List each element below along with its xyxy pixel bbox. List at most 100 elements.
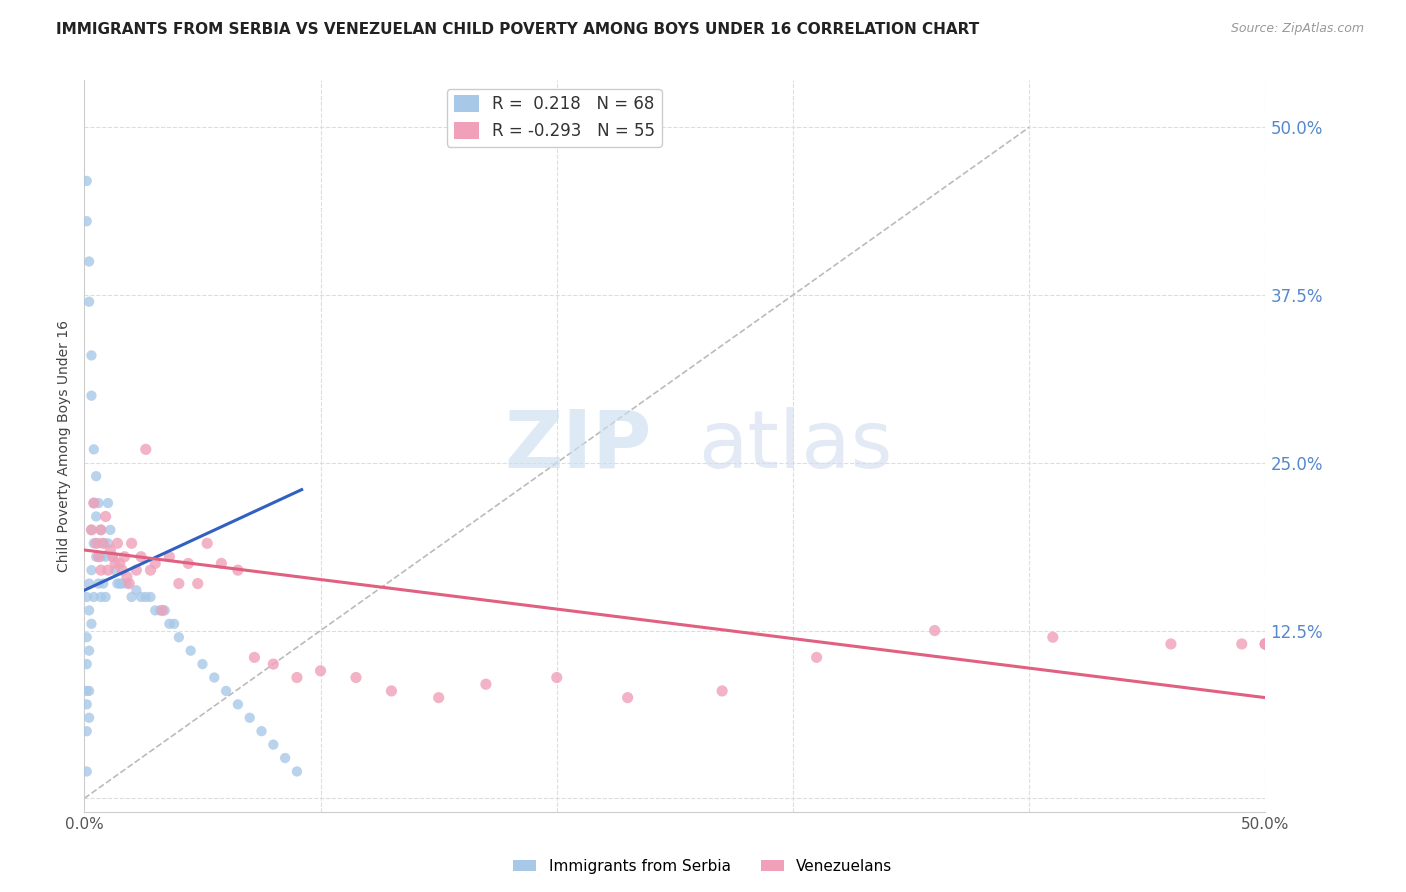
- Point: [274, 751, 297, 765]
- Point: [83, 590, 105, 604]
- Point: [187, 576, 209, 591]
- Point: [111, 563, 134, 577]
- Point: [1254, 637, 1277, 651]
- Point: [107, 576, 129, 591]
- Point: [1160, 637, 1182, 651]
- Point: [157, 549, 180, 564]
- Point: [215, 684, 238, 698]
- Point: [87, 536, 110, 550]
- Point: [80, 523, 103, 537]
- Point: [91, 536, 114, 550]
- Point: [167, 576, 190, 591]
- Point: [239, 711, 262, 725]
- Point: [90, 523, 112, 537]
- Point: [380, 684, 402, 698]
- Point: [1254, 637, 1277, 651]
- Point: [84, 469, 107, 483]
- Point: [104, 557, 127, 571]
- Point: [243, 650, 266, 665]
- Legend: Immigrants from Serbia, Venezuelans: Immigrants from Serbia, Venezuelans: [508, 853, 898, 880]
- Point: [115, 570, 138, 584]
- Point: [1042, 630, 1064, 644]
- Point: [77, 684, 100, 698]
- Point: [711, 684, 734, 698]
- Point: [76, 630, 98, 644]
- Point: [84, 536, 107, 550]
- Point: [149, 603, 172, 617]
- Point: [104, 563, 127, 577]
- Point: [344, 671, 367, 685]
- Point: [80, 389, 103, 403]
- Point: [77, 643, 100, 657]
- Point: [80, 616, 103, 631]
- Point: [83, 536, 105, 550]
- Point: [77, 711, 100, 725]
- Point: [121, 536, 143, 550]
- Point: [76, 657, 98, 671]
- Point: [97, 563, 120, 577]
- Point: [121, 590, 143, 604]
- Point: [76, 214, 98, 228]
- Point: [87, 496, 110, 510]
- Point: [262, 657, 284, 671]
- Point: [202, 671, 225, 685]
- Point: [1254, 637, 1277, 651]
- Point: [924, 624, 946, 638]
- Point: [1254, 637, 1277, 651]
- Point: [143, 603, 166, 617]
- Point: [91, 576, 114, 591]
- Point: [91, 536, 114, 550]
- Point: [97, 536, 120, 550]
- Point: [546, 671, 568, 685]
- Point: [125, 563, 148, 577]
- Point: [1254, 637, 1277, 651]
- Point: [76, 764, 98, 779]
- Point: [139, 563, 162, 577]
- Point: [87, 549, 110, 564]
- Point: [108, 557, 131, 571]
- Legend: R =  0.218   N = 68, R = -0.293   N = 55: R = 0.218 N = 68, R = -0.293 N = 55: [447, 88, 662, 146]
- Text: IMMIGRANTS FROM SERBIA VS VENEZUELAN CHILD POVERTY AMONG BOYS UNDER 16 CORRELATI: IMMIGRANTS FROM SERBIA VS VENEZUELAN CHI…: [56, 22, 980, 37]
- Point: [1230, 637, 1253, 651]
- Point: [125, 583, 148, 598]
- Point: [153, 603, 176, 617]
- Text: atlas: atlas: [699, 407, 893, 485]
- Point: [84, 509, 107, 524]
- Text: ZIP: ZIP: [503, 407, 651, 485]
- Point: [195, 536, 218, 550]
- Point: [806, 650, 828, 665]
- Point: [209, 557, 232, 571]
- Point: [129, 590, 152, 604]
- Point: [101, 549, 124, 564]
- Point: [191, 657, 214, 671]
- Point: [475, 677, 498, 691]
- Point: [76, 724, 98, 739]
- Point: [177, 557, 200, 571]
- Point: [83, 496, 105, 510]
- Point: [83, 496, 105, 510]
- Point: [285, 764, 308, 779]
- Point: [1254, 637, 1277, 651]
- Point: [150, 603, 173, 617]
- Point: [129, 549, 152, 564]
- Point: [76, 698, 98, 712]
- Point: [77, 254, 100, 268]
- Point: [94, 509, 117, 524]
- Text: Source: ZipAtlas.com: Source: ZipAtlas.com: [1230, 22, 1364, 36]
- Point: [77, 576, 100, 591]
- Point: [285, 671, 308, 685]
- Point: [135, 442, 157, 457]
- Point: [77, 603, 100, 617]
- Point: [90, 549, 112, 564]
- Point: [90, 563, 112, 577]
- Point: [76, 590, 98, 604]
- Point: [90, 590, 112, 604]
- Point: [157, 616, 180, 631]
- Point: [87, 576, 110, 591]
- Point: [98, 523, 121, 537]
- Point: [80, 523, 103, 537]
- Point: [83, 442, 105, 457]
- Point: [97, 496, 120, 510]
- Y-axis label: Child Poverty Among Boys Under 16: Child Poverty Among Boys Under 16: [58, 320, 72, 572]
- Point: [1254, 637, 1277, 651]
